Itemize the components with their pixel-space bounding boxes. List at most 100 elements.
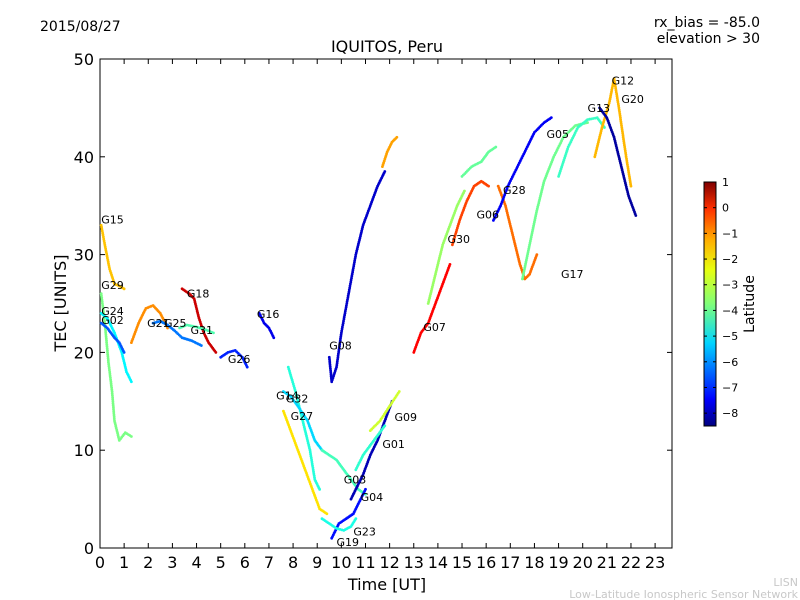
satellite-label: G21 [147, 317, 170, 330]
satellite-label: G26 [228, 353, 251, 366]
satellite-label: G05 [546, 128, 569, 141]
series-g17 [496, 184, 539, 281]
series-g13 [521, 121, 589, 281]
series-g19 [330, 487, 367, 540]
series-g07 [412, 262, 452, 354]
data-point [448, 262, 452, 266]
satellite-label: G23 [353, 525, 376, 538]
series-g21 [130, 304, 169, 344]
data-point [110, 390, 114, 393]
x-tick-label: 18 [524, 553, 544, 572]
satellite-label: G28 [503, 184, 526, 197]
colorbar-tick-label: 1 [722, 176, 729, 189]
data-point [494, 145, 498, 149]
data-point [106, 358, 110, 362]
satellite-label: G13 [588, 102, 611, 115]
satellite-label: G01 [382, 438, 405, 451]
org-short-credit: LISN [773, 576, 798, 589]
chart-title: IQUITOS, Peru [331, 37, 443, 56]
series-g20 [557, 116, 606, 178]
satellite-label: G29 [101, 279, 124, 292]
data-point [487, 184, 490, 188]
satellite-label: G15 [101, 213, 124, 226]
series-g24 [99, 311, 133, 384]
data-point [364, 487, 367, 491]
colorbar-tick-label: 0 [722, 202, 729, 215]
y-tick-label: 40 [74, 148, 94, 167]
x-tick-label: 8 [288, 553, 298, 572]
satellite-label: G30 [448, 233, 471, 246]
data-point [122, 287, 126, 291]
satellite-label: G03 [344, 473, 367, 486]
satellite-label: G20 [621, 93, 644, 106]
x-tick-label: 16 [476, 553, 496, 572]
x-tick-label: 11 [355, 553, 375, 572]
series-g31 [178, 323, 215, 335]
series-g14 [286, 365, 322, 491]
series-g25 [151, 319, 203, 347]
data-point [629, 184, 633, 188]
plot-frame [99, 58, 673, 549]
data-point [199, 344, 203, 347]
colorbar-tick-label: −7 [722, 381, 738, 394]
series-g30 [426, 189, 466, 305]
satellite-label: G31 [191, 324, 214, 337]
data-point [395, 135, 399, 139]
x-tick-label: 6 [240, 553, 250, 572]
data-point [383, 424, 387, 428]
data-point [325, 512, 329, 516]
series-g12 [381, 135, 399, 169]
data-point [383, 170, 387, 173]
series-g16 [257, 311, 276, 340]
x-tick-label: 14 [428, 553, 448, 572]
x-tick-label: 0 [95, 553, 105, 572]
colorbar-ticks: 1 0 −1 −2 −3 −4 −5 −6 −7 −8 [704, 176, 738, 420]
data-point [245, 365, 249, 369]
x-tick-label: 12 [379, 553, 399, 572]
colorbar-tick-label: −4 [722, 304, 738, 317]
series-g27 [282, 409, 329, 516]
data-point [318, 487, 322, 491]
x-tick-label: 9 [312, 553, 322, 572]
series-g23 [320, 517, 358, 532]
colorbar-tick-label: −3 [722, 279, 738, 292]
x-tick-label: 4 [191, 553, 201, 572]
satellite-label: G24 [101, 305, 124, 318]
x-axis-label: Time [UT] [347, 575, 426, 594]
x-tick-label: 7 [264, 553, 274, 572]
series-g13b [598, 106, 638, 217]
rx-bias-label: rx_bias = -85.0 [654, 15, 760, 31]
data-point [111, 399, 115, 403]
series-g26 [219, 349, 249, 369]
x-tick-label: 20 [573, 553, 593, 572]
satellite-label: G08 [329, 339, 352, 352]
y-axis-label: TEC [UNITS] [51, 255, 70, 353]
satellite-label: G19 [337, 536, 360, 549]
axis-ticks: 0 1 2 3 4 5 6 7 8 9 10 11 12 13 14 15 16 17 18 19 20 21 22 2301… [74, 50, 672, 572]
data-point [397, 390, 401, 393]
colorbar [703, 181, 717, 427]
data-point [603, 126, 606, 129]
series-g08 [327, 170, 387, 384]
series-g03 [320, 448, 367, 496]
satellite-label: G12 [612, 74, 635, 87]
x-tick-label: 19 [548, 553, 568, 572]
data-point [129, 435, 133, 438]
data-point [535, 253, 539, 256]
data-point [463, 189, 466, 193]
data-point [106, 349, 109, 352]
satellite-label: G07 [423, 321, 446, 334]
y-tick-label: 30 [74, 246, 94, 265]
series-g28 [460, 145, 498, 178]
date-label: 2015/08/27 [40, 19, 121, 35]
y-tick-label: 50 [74, 50, 94, 69]
x-tick-label: 22 [621, 553, 641, 572]
colorbar-tick-label: −1 [722, 227, 738, 240]
series-g06 [451, 179, 490, 247]
data-point [112, 415, 116, 419]
data-point [272, 336, 276, 340]
series-g18 [180, 287, 218, 354]
series-g09 [368, 390, 401, 432]
